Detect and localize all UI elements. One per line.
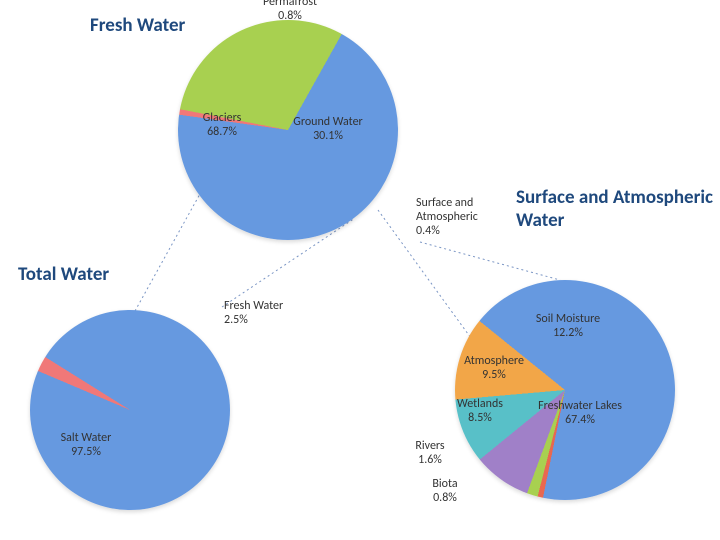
slice-label: Salt Water 97.5% bbox=[61, 432, 112, 460]
slice-label: Wetlands 8.5% bbox=[457, 398, 503, 426]
title-surface: Surface and Atmospheric Water bbox=[516, 186, 720, 232]
slice-label: Ground Water 30.1% bbox=[293, 116, 362, 144]
slice-label: Biota 0.8% bbox=[432, 478, 457, 506]
slice-label: Freshwater Lakes 67.4% bbox=[538, 400, 622, 428]
slice-label: Fresh Water 2.5% bbox=[224, 300, 283, 328]
title-fresh: Fresh Water bbox=[90, 14, 185, 37]
pie-total bbox=[30, 310, 230, 510]
slice-label: Glaciers 68.7% bbox=[203, 112, 242, 140]
slice-label: Rivers 1.6% bbox=[415, 440, 444, 468]
slice-label: Permafrost 0.8% bbox=[263, 0, 317, 24]
chart-stage: { "titles":{ "total":{"text":"Total Wate… bbox=[0, 0, 720, 540]
slice-label: Atmosphere 9.5% bbox=[464, 355, 524, 383]
title-total: Total Water bbox=[18, 263, 109, 286]
slice-label: Surface and Atmospheric 0.4% bbox=[416, 197, 478, 238]
slice-label: Soil Moisture 12.2% bbox=[536, 313, 600, 341]
